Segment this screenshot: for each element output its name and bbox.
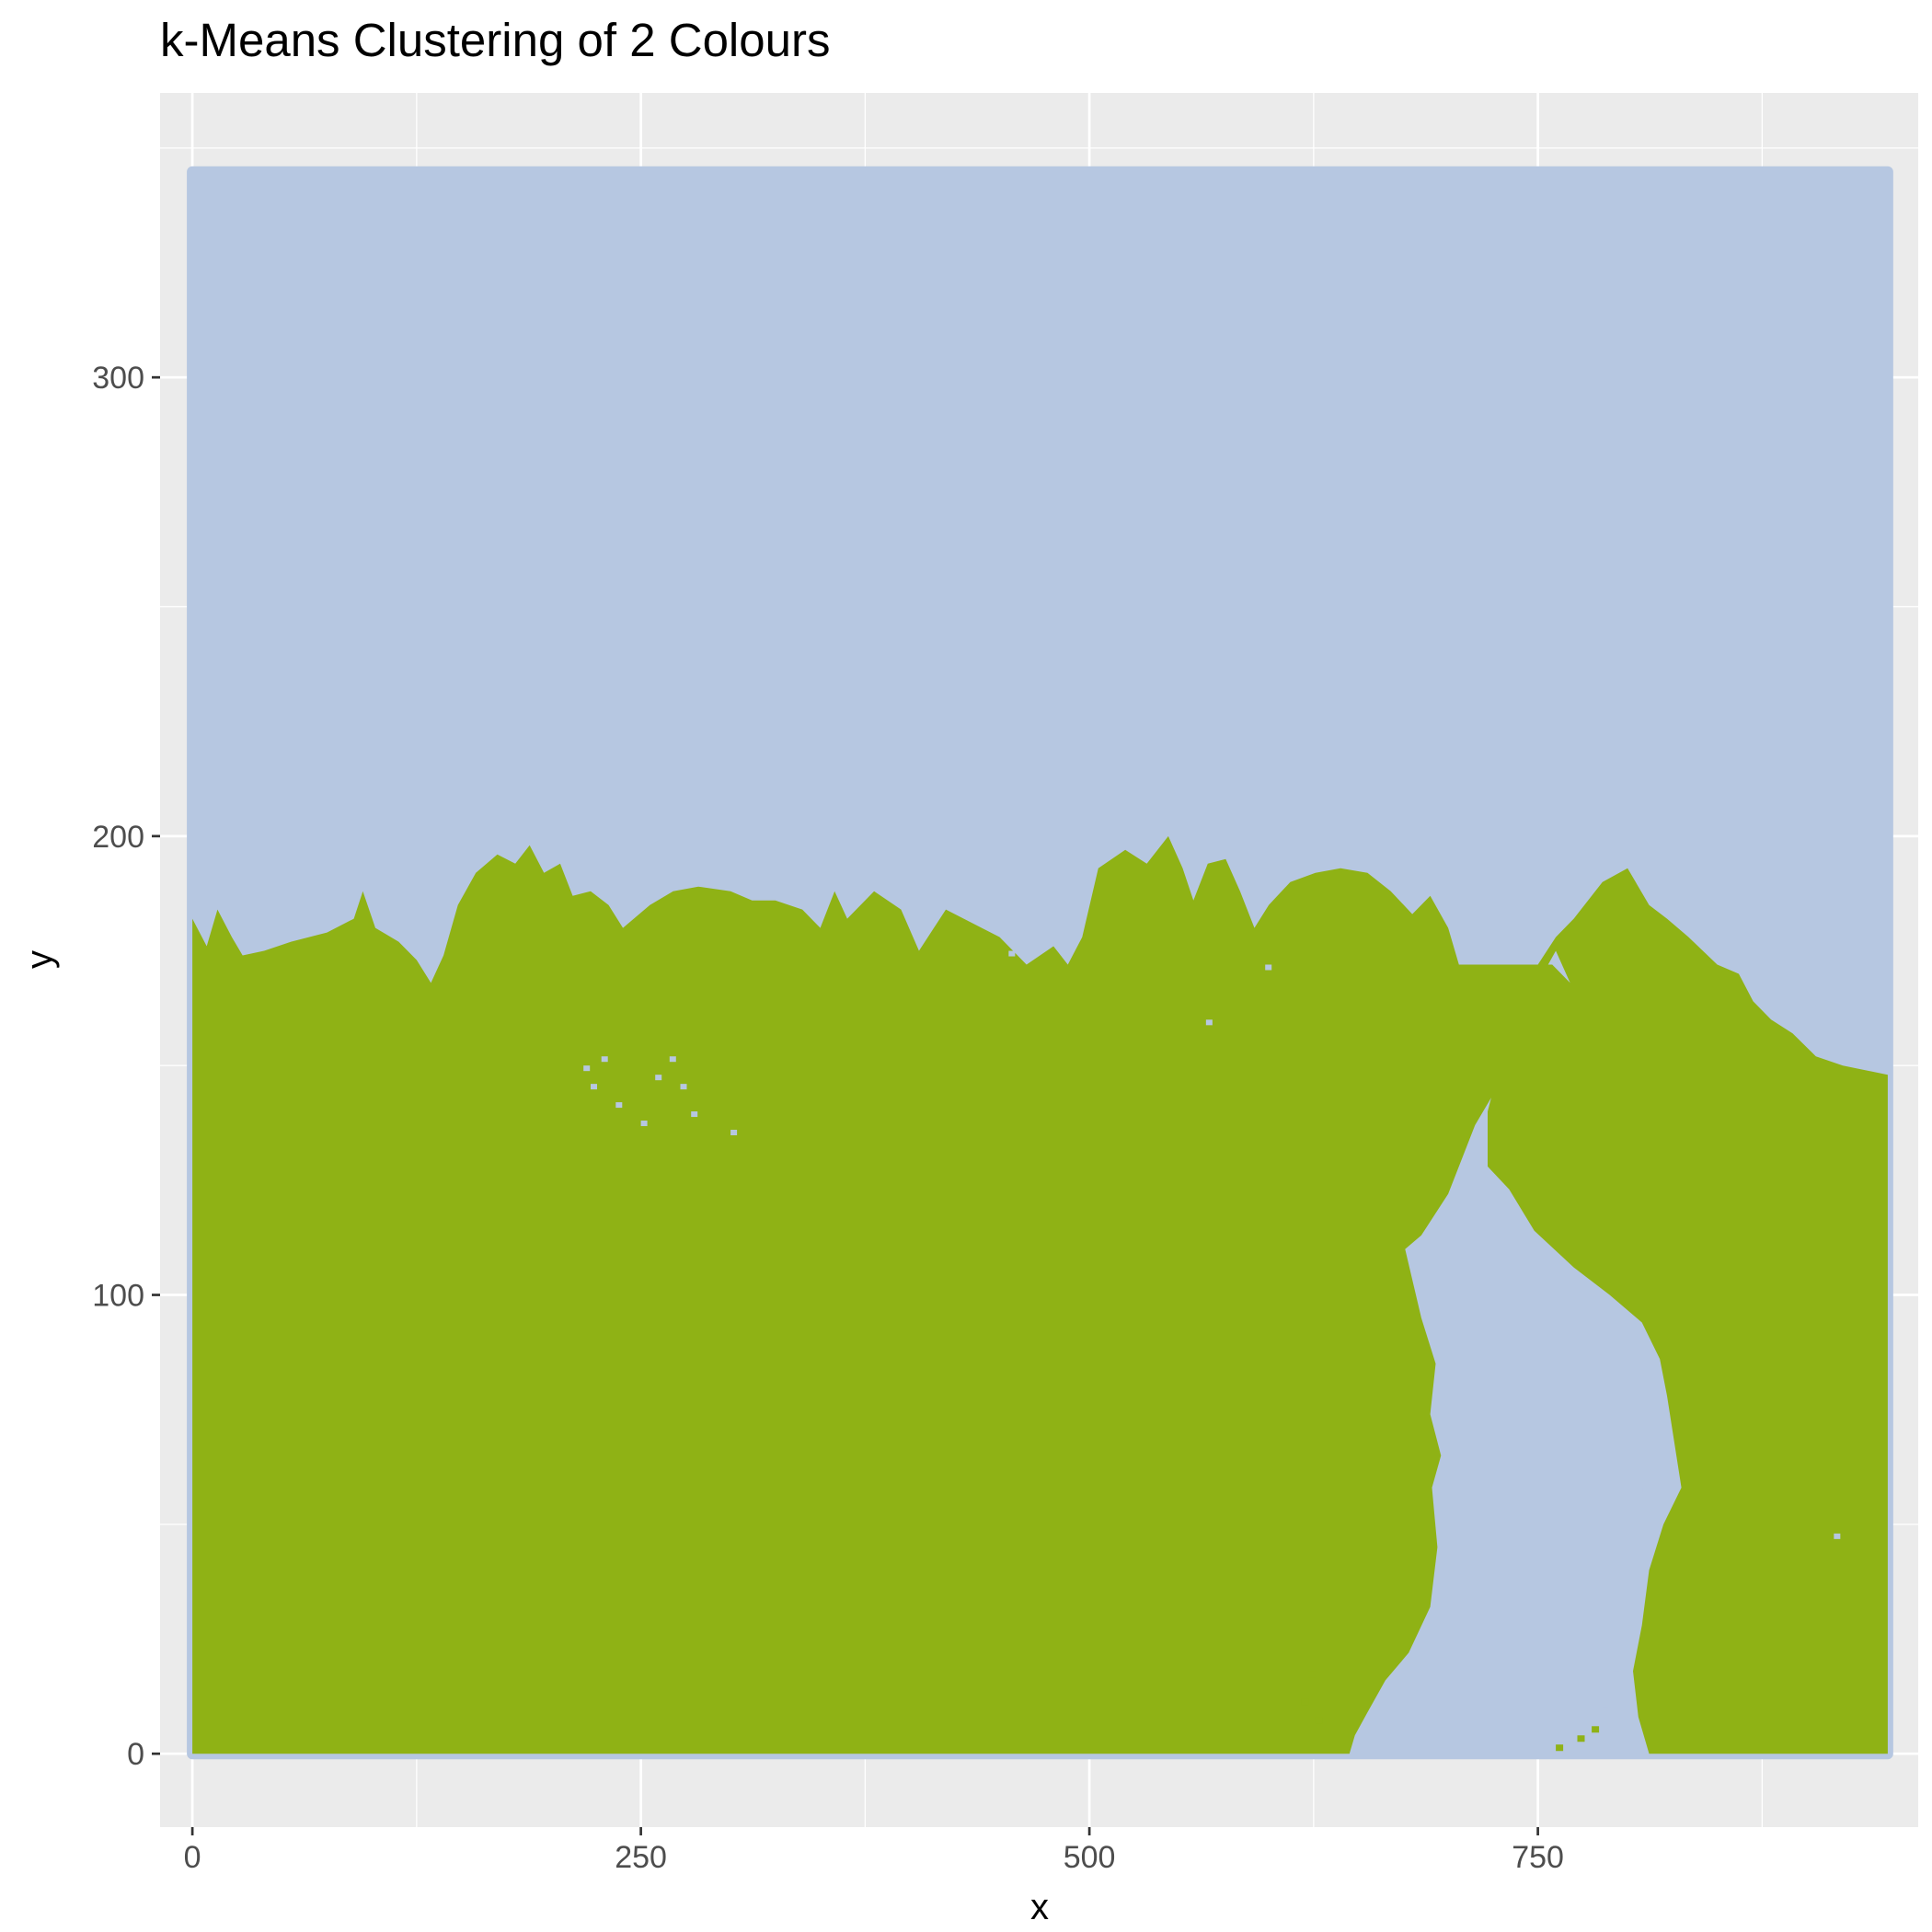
x-tick-label: 750	[1512, 1840, 1564, 1875]
land-speck	[1592, 1726, 1600, 1733]
cluster-image	[187, 166, 1893, 1760]
sky-speck	[680, 1084, 687, 1090]
sky-speck	[1616, 1551, 1624, 1558]
land-speck	[1301, 1698, 1309, 1706]
y-axis: 0 100 200 300	[92, 361, 160, 1772]
sky-speck	[1205, 1019, 1213, 1026]
y-tick-label: 0	[127, 1737, 144, 1772]
sky-speck	[601, 1056, 608, 1063]
y-tick-label: 100	[92, 1279, 144, 1314]
x-tick-label: 500	[1064, 1840, 1116, 1875]
x-axis: 0 250 500 750	[184, 1827, 1564, 1875]
sky-speck	[583, 1065, 591, 1072]
cluster-specks	[583, 950, 1841, 1752]
sky-speck	[1265, 964, 1272, 971]
sky-speck	[730, 1130, 738, 1136]
x-tick-label: 250	[615, 1840, 667, 1875]
y-tick-label: 200	[92, 820, 144, 855]
land-speck	[1556, 1744, 1564, 1752]
sky-speck	[1602, 1708, 1609, 1714]
land-speck	[1577, 1735, 1585, 1742]
land-speck	[1308, 1671, 1316, 1678]
sky-speck	[1613, 1671, 1620, 1677]
x-tick-label: 0	[184, 1840, 201, 1875]
chart-title: k-Means Clustering of 2 Colours	[160, 14, 831, 66]
sky-speck	[591, 1084, 597, 1090]
sky-speck	[1605, 1579, 1613, 1585]
x-axis-title: x	[1030, 1887, 1049, 1927]
y-tick-label: 300	[92, 361, 144, 396]
sky-speck	[640, 1121, 648, 1127]
sky-speck	[1636, 1487, 1643, 1493]
sky-speck	[615, 1102, 623, 1109]
land-speck	[1315, 1717, 1323, 1724]
sky-speck	[1649, 1451, 1656, 1457]
sky-speck	[1008, 950, 1016, 957]
sky-speck	[691, 1111, 698, 1118]
sky-speck	[669, 1056, 676, 1063]
sky-speck	[1627, 1625, 1635, 1631]
sky-speck	[1834, 1533, 1841, 1539]
sky-speck	[655, 1075, 662, 1081]
y-axis-title: y	[19, 950, 60, 969]
cluster-land-region	[192, 835, 1888, 1754]
